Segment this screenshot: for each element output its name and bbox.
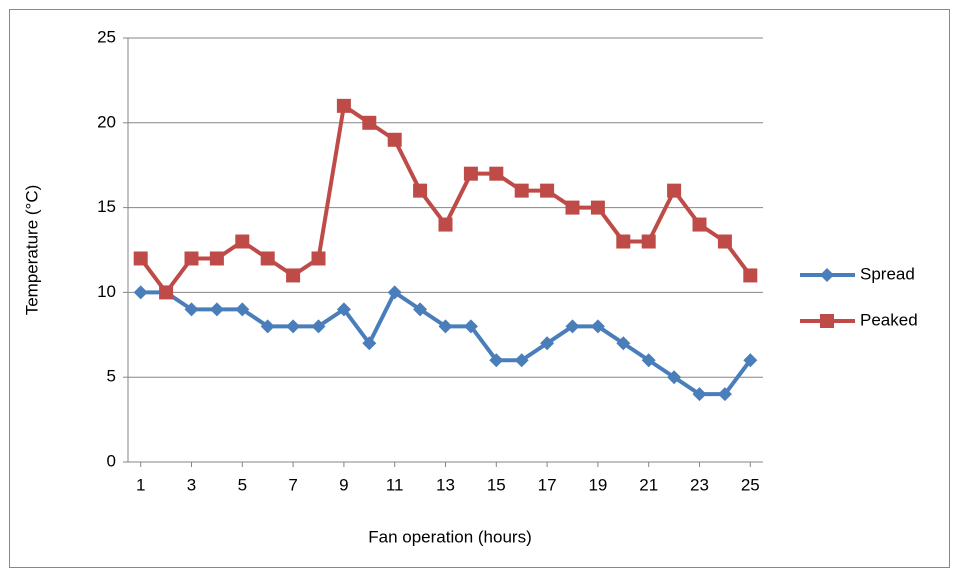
marker [692,217,707,232]
marker [133,251,148,266]
marker [311,319,326,334]
marker [336,98,351,113]
y-axis-label: Temperature (°C) [22,185,41,316]
legend-marker [820,314,834,328]
marker [362,336,377,351]
marker [387,132,402,147]
legend-label: Spread [860,264,915,283]
y-tick-label: 5 [107,367,116,386]
marker [413,183,428,198]
marker [641,353,656,368]
marker [438,319,453,334]
x-tick-label: 23 [690,475,709,494]
marker [717,234,732,249]
marker [184,251,199,266]
marker [235,302,250,317]
x-tick-label: 9 [339,475,348,494]
marker [667,370,682,385]
marker [667,183,682,198]
marker [235,234,250,249]
y-tick-label: 20 [97,112,116,131]
y-tick-label: 0 [107,451,116,470]
marker [540,336,555,351]
marker [540,183,555,198]
marker [590,319,605,334]
chart-frame [9,9,950,568]
legend-label: Peaked [860,310,918,329]
x-tick-label: 1 [136,475,145,494]
marker [260,319,275,334]
x-tick-label: 25 [741,475,760,494]
x-axis-label: Fan operation (hours) [368,527,531,546]
marker [743,353,758,368]
marker [336,302,351,317]
marker [159,285,174,300]
marker [489,166,504,181]
x-tick-label: 5 [238,475,247,494]
marker [387,285,402,300]
marker [209,251,224,266]
x-tick-label: 3 [187,475,196,494]
marker [641,234,656,249]
x-tick-label: 7 [288,475,297,494]
marker [463,319,478,334]
y-tick-label: 25 [97,27,116,46]
x-tick-label: 17 [538,475,557,494]
marker [514,183,529,198]
x-tick-label: 13 [436,475,455,494]
marker [413,302,428,317]
x-tick-label: 11 [386,475,404,494]
marker [260,251,275,266]
marker [565,200,580,215]
marker [133,285,148,300]
marker [590,200,605,215]
marker [286,268,301,283]
marker [209,302,224,317]
marker [438,217,453,232]
marker [717,387,732,402]
x-tick-label: 15 [487,475,506,494]
marker [692,387,707,402]
x-tick-label: 21 [639,475,658,494]
y-tick-label: 15 [97,197,116,216]
marker [489,353,504,368]
legend-marker [820,268,834,282]
x-tick-label: 19 [588,475,607,494]
marker [616,336,631,351]
marker [743,268,758,283]
marker [286,319,301,334]
marker [514,353,529,368]
marker [311,251,326,266]
marker [565,319,580,334]
marker [184,302,199,317]
marker [362,115,377,130]
marker [616,234,631,249]
y-tick-label: 10 [97,282,116,301]
marker [463,166,478,181]
